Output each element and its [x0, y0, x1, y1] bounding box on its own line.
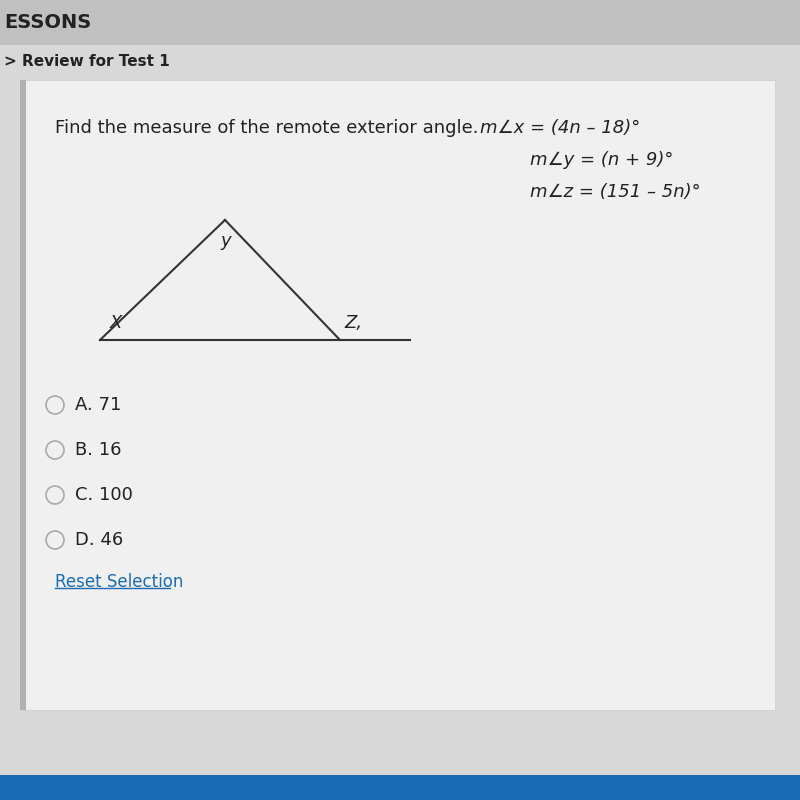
- FancyBboxPatch shape: [0, 775, 800, 800]
- Text: m∠z = (151 – 5n)°: m∠z = (151 – 5n)°: [530, 183, 701, 201]
- Text: C. 100: C. 100: [75, 486, 133, 504]
- FancyBboxPatch shape: [20, 80, 775, 710]
- Text: A. 71: A. 71: [75, 396, 122, 414]
- Text: D. 46: D. 46: [75, 531, 123, 549]
- Text: y: y: [220, 232, 230, 250]
- Text: B. 16: B. 16: [75, 441, 122, 459]
- Text: X: X: [110, 314, 122, 332]
- Text: Find the measure of the remote exterior angle.: Find the measure of the remote exterior …: [55, 119, 478, 137]
- Text: Z,: Z,: [344, 314, 362, 332]
- Text: > Review for Test 1: > Review for Test 1: [4, 54, 170, 70]
- Text: ESSONS: ESSONS: [4, 13, 91, 31]
- Text: m∠y = (n + 9)°: m∠y = (n + 9)°: [530, 151, 674, 169]
- Text: m∠x = (4n – 18)°: m∠x = (4n – 18)°: [480, 119, 640, 137]
- FancyBboxPatch shape: [0, 0, 800, 45]
- FancyBboxPatch shape: [20, 80, 26, 710]
- Text: Reset Selection: Reset Selection: [55, 573, 183, 591]
